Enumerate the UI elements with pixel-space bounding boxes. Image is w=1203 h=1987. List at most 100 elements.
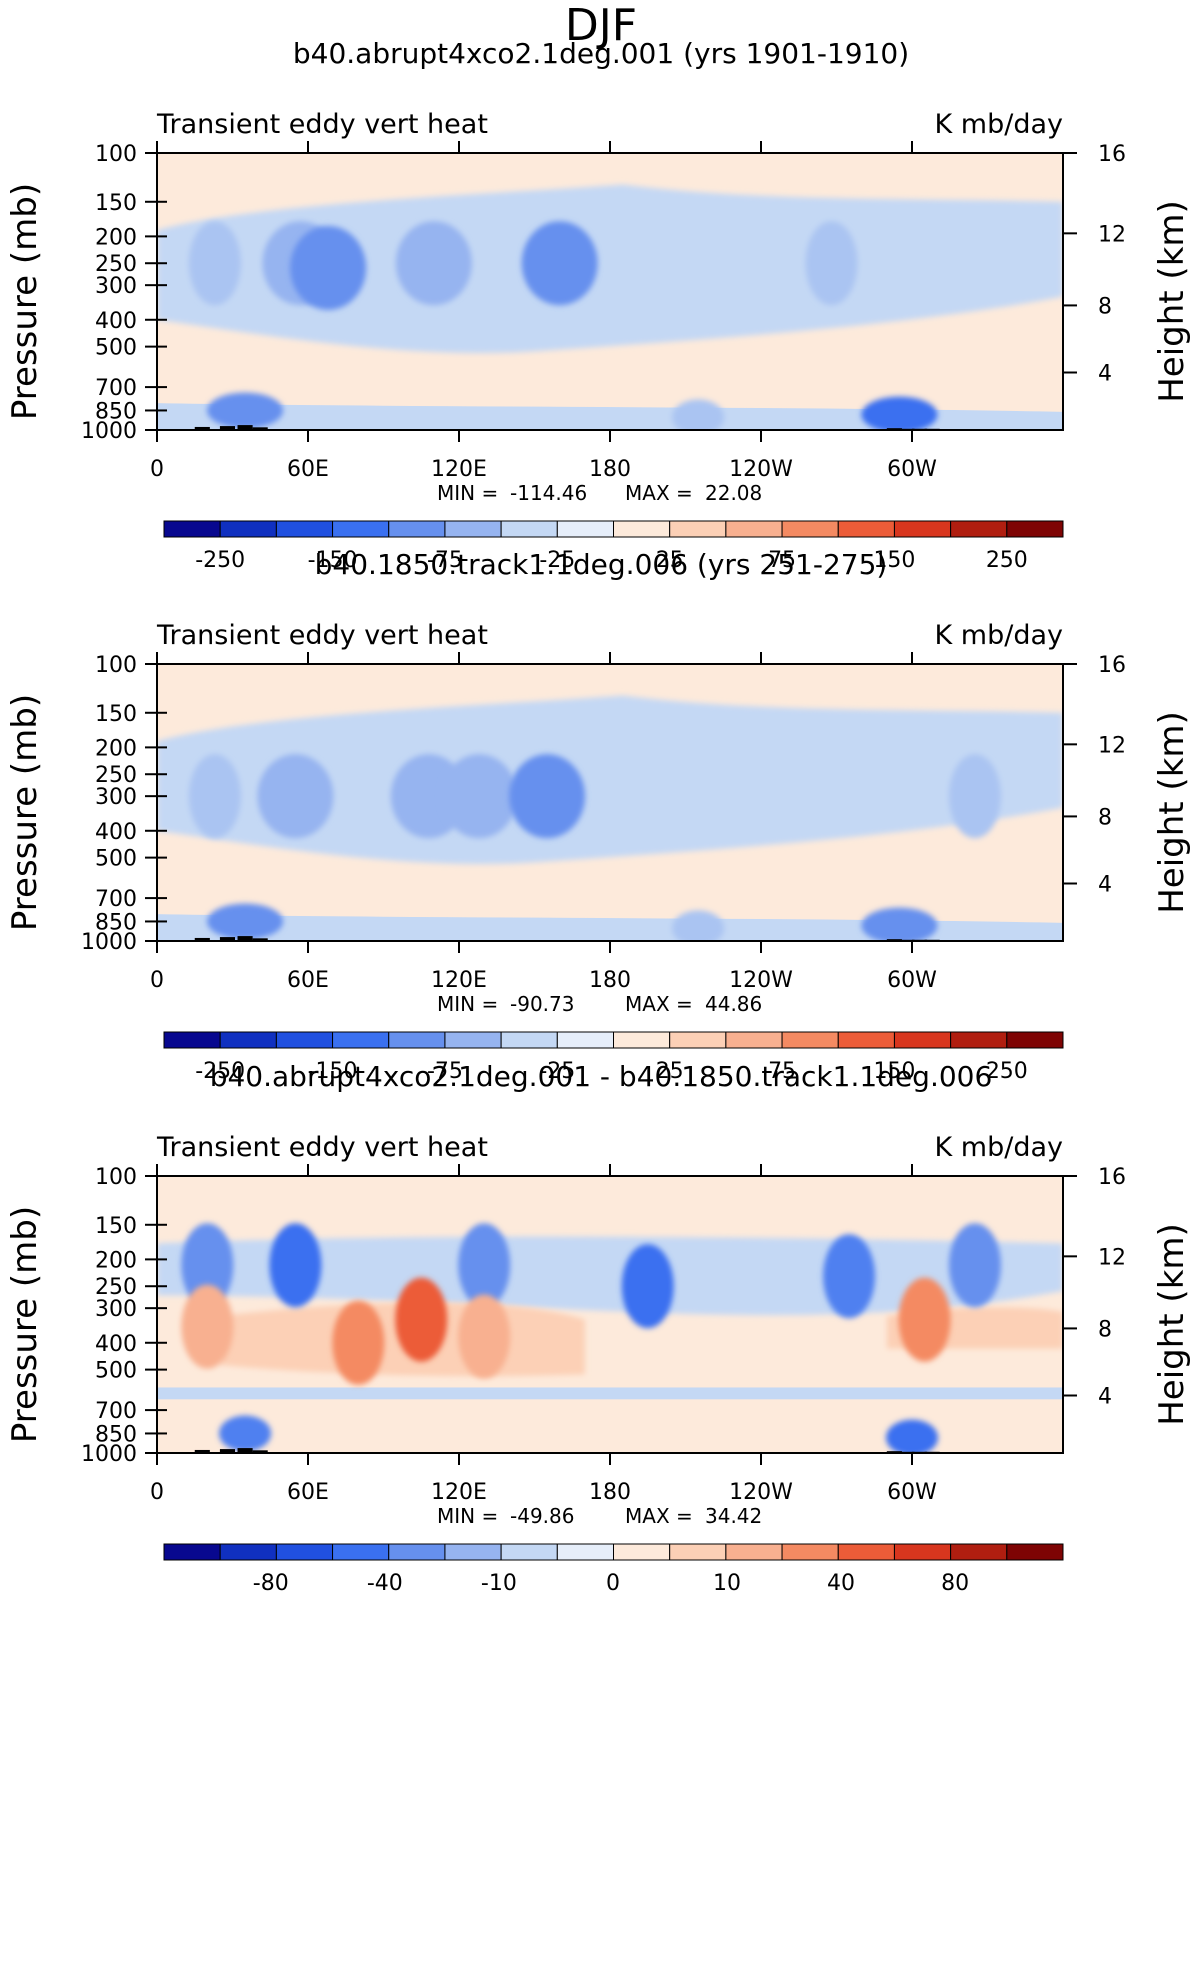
x-tick-label: 60E	[287, 457, 329, 482]
min-value: -49.86	[510, 1504, 574, 1528]
colorbar-segment	[444, 1031, 502, 1049]
colorbar-segment	[837, 1031, 895, 1049]
contour-field	[157, 153, 1063, 430]
y-tick-label: 100	[95, 1165, 137, 1190]
height-tick-label: 12	[1098, 733, 1126, 758]
height-tick-label: 8	[1098, 1317, 1112, 1342]
colorbar-segment	[781, 520, 839, 538]
contour-blob	[672, 399, 725, 430]
height-tick-label: 8	[1098, 805, 1112, 830]
y-axis-title: Pressure (mb)	[5, 183, 45, 420]
y-tick-label: 250	[95, 763, 137, 788]
panel-subtitle-left: Transient eddy vert heat	[156, 1132, 488, 1163]
y-tick-label: 150	[95, 702, 137, 727]
colorbar-segment	[950, 1031, 1008, 1049]
y-tick-label: 200	[95, 736, 137, 761]
colorbar-segment	[725, 1031, 783, 1049]
colorbar-label: -75	[427, 548, 463, 573]
colorbar-segment	[725, 520, 783, 538]
colorbar-segment	[163, 1543, 221, 1561]
x-tick-label: 120E	[431, 457, 487, 482]
colorbar-label: -250	[195, 1059, 245, 1084]
colorbar-label: 80	[941, 1571, 969, 1596]
x-tick-label: 180	[589, 968, 631, 993]
colorbar-label: 150	[873, 548, 915, 573]
y-tick-label: 250	[95, 1275, 137, 1300]
contour-blob	[207, 392, 284, 429]
contour-blob	[269, 1223, 322, 1308]
colorbar-segment	[1006, 1543, 1064, 1561]
colorbar: -80 -40 -10 0 10 40 80	[163, 1543, 1064, 1596]
contour-blob	[898, 1277, 951, 1362]
colorbar-segment	[781, 1031, 839, 1049]
y-tick-label: 100	[95, 653, 137, 678]
colorbar-label: 75	[768, 1059, 796, 1084]
max-label: MAX =	[625, 481, 693, 505]
colorbar-segment	[669, 520, 727, 538]
height-tick-label: 16	[1098, 1165, 1126, 1190]
height-tick-label: 4	[1098, 361, 1112, 386]
colorbar-segment	[275, 1031, 334, 1049]
height-tick-label: 16	[1098, 142, 1126, 167]
colorbar: -250 -150 -75 -25 25 75 150 250	[163, 520, 1064, 573]
colorbar-label: 25	[656, 548, 684, 573]
contour-blob	[395, 1277, 448, 1362]
topography-block	[194, 1449, 210, 1453]
max-value: 34.42	[705, 1504, 762, 1528]
topography-block	[252, 938, 268, 941]
colorbar-segment	[613, 520, 671, 538]
panel-subtitle-left: Transient eddy vert heat	[156, 620, 488, 651]
panel-subtitle-left: Transient eddy vert heat	[156, 109, 488, 140]
x-tick-label: 60W	[887, 457, 937, 482]
topography-block	[219, 937, 236, 941]
height-tick-label: 8	[1098, 294, 1112, 319]
min-label: MIN =	[437, 992, 498, 1016]
min-label: MIN =	[437, 481, 498, 505]
colorbar-label: 0	[606, 1571, 620, 1596]
x-tick-label: 60E	[287, 1480, 329, 1505]
topography-block	[194, 937, 210, 941]
figure-title: DJF	[565, 0, 637, 51]
y-tick-label: 700	[95, 887, 137, 912]
x-tick-label: 0	[150, 457, 164, 482]
y-tick-label: 250	[95, 252, 137, 277]
y-axis-title-right: Height (km)	[1152, 200, 1192, 403]
colorbar-label: -25	[539, 548, 575, 573]
max-label: MAX =	[625, 992, 693, 1016]
contour-blob	[948, 754, 1001, 839]
contour-blob	[861, 907, 938, 941]
colorbar-segment	[332, 1543, 390, 1561]
colorbar-segment	[388, 1543, 446, 1561]
colorbar-label: -75	[427, 1059, 463, 1084]
topography-block	[219, 1449, 236, 1453]
colorbar-segment	[950, 520, 1008, 538]
contour-blob	[395, 221, 472, 306]
colorbar-segment	[500, 1031, 558, 1049]
x-tick-label: 120E	[431, 968, 487, 993]
contour-blob	[188, 754, 241, 839]
colorbar-label: 10	[713, 1571, 741, 1596]
contour-blob	[621, 1244, 674, 1329]
height-tick-label: 12	[1098, 1245, 1126, 1270]
y-axis-title: Pressure (mb)	[5, 1206, 45, 1443]
contour-blob	[207, 903, 284, 940]
min-value: -114.46	[510, 481, 587, 505]
x-tick-label: 120W	[729, 1480, 793, 1505]
colorbar-segment	[388, 1031, 446, 1049]
contour-blob	[861, 396, 938, 430]
colorbar-label: 40	[827, 1571, 855, 1596]
x-tick-label: 180	[589, 457, 631, 482]
y-axis-title-right: Height (km)	[1152, 1223, 1192, 1426]
colorbar-segment	[1006, 1031, 1064, 1049]
y-tick-label: 500	[95, 847, 137, 872]
panel-subtitle-right: K mb/day	[935, 1132, 1064, 1163]
y-tick-label: 700	[95, 376, 137, 401]
y-tick-label: 500	[95, 336, 137, 361]
y-tick-label: 500	[95, 1359, 137, 1384]
colorbar-segment	[444, 520, 502, 538]
colorbar-segment	[332, 1031, 390, 1049]
contour-blob	[509, 754, 586, 839]
y-tick-label: 150	[95, 1214, 137, 1239]
colorbar-segment	[893, 1543, 952, 1561]
panel-subtitle-right: K mb/day	[935, 109, 1064, 140]
